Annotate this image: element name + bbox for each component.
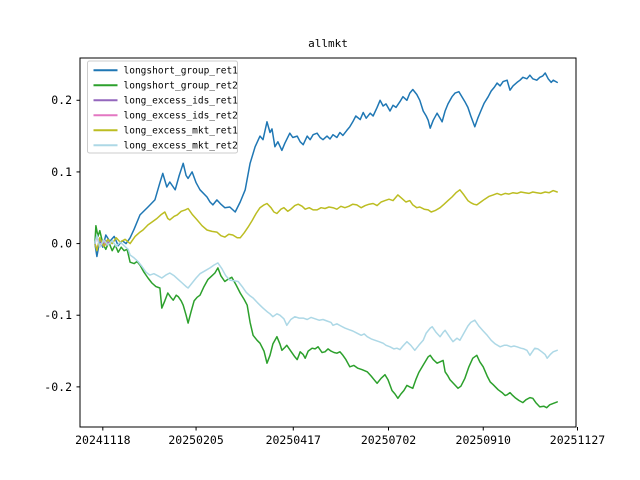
- legend-label-long_excess_ids_ret1: long_excess_ids_ret1: [124, 96, 239, 107]
- x-tick-label: 20251127: [550, 433, 605, 447]
- legend-label-long_excess_mkt_ret1: long_excess_mkt_ret1: [124, 126, 239, 137]
- series-line-longshort_group_ret1: [94, 72, 558, 258]
- series-line-longshort_group_ret2: [94, 224, 558, 409]
- x-tick-label: 20250205: [168, 433, 223, 447]
- y-tick-label: -0.2: [44, 380, 72, 394]
- y-tick-label: 0.2: [51, 93, 72, 107]
- x-tick-label: 20241118: [75, 433, 130, 447]
- series-line-long_excess_mkt_ret2: [94, 234, 558, 359]
- axes-layer: 20241118 20250205 20250417 20250702 20250910…: [44, 93, 605, 447]
- x-tick-label: 20250910: [456, 433, 511, 447]
- y-tick-label: -0.1: [44, 308, 72, 322]
- plot-border: [79, 57, 577, 428]
- legend-label-long_excess_ids_ret2: long_excess_ids_ret2: [124, 111, 238, 122]
- legend-label-longshort_group_ret1: longshort_group_ret1: [124, 66, 239, 77]
- series-layer: [94, 72, 558, 409]
- legend-label-long_excess_mkt_ret2: long_excess_mkt_ret2: [124, 141, 238, 152]
- x-tick-label: 20250417: [266, 433, 321, 447]
- y-tick-label: 0.1: [51, 165, 72, 179]
- series-line-long_excess_mkt_ret1: [94, 189, 558, 252]
- legend-label-longshort_group_ret2: longshort_group_ret2: [124, 81, 238, 92]
- x-tick-label: 20250702: [361, 433, 416, 447]
- legend-box: [87, 60, 238, 154]
- chart-title: allmkt: [308, 37, 348, 50]
- legend: longshort_group_ret1 longshort_group_ret2…: [87, 60, 239, 154]
- axes-spines: [79, 57, 577, 428]
- y-tick-label: 0.0: [51, 236, 72, 250]
